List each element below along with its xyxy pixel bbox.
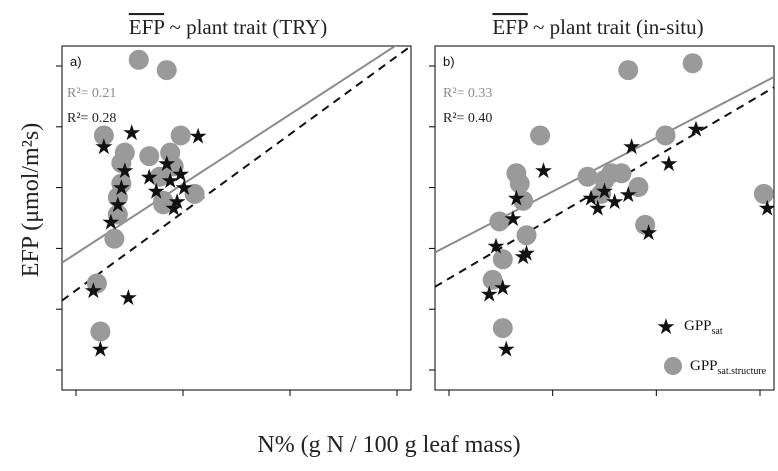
panel-a-regression-gpp — [62, 46, 411, 302]
panel-a-point-gpp: ★ — [101, 210, 121, 235]
panel-b-point-gpp: ★ — [517, 241, 537, 266]
panel-b-point-structure — [509, 173, 530, 194]
panel-a-point-gpp: ★ — [108, 193, 128, 218]
y-axis-title: EFP (μmol/m²s) — [18, 123, 44, 278]
panel-b-point-structure — [530, 125, 551, 146]
panel-a-point-gpp: ★ — [157, 152, 177, 177]
panel-b: EFP ~ plant trait (in-situ) ★★★★★★★★★★★★… — [429, 15, 777, 396]
panel-a-point-gpp: ★ — [122, 121, 142, 146]
panel-a-point-structure — [156, 60, 177, 81]
panel-a-label: a) — [70, 54, 82, 69]
panel-b-point-gpp: ★ — [503, 207, 523, 232]
panel-a-point-gpp: ★ — [91, 338, 111, 363]
panel-a-point-structure — [107, 204, 128, 225]
panel-a-title: EFP ~ plant trait (TRY) — [129, 15, 327, 39]
panel-b-point-gpp: ★ — [618, 183, 638, 208]
panel-a-point-structure — [86, 273, 107, 294]
panel-b-point-structure — [618, 60, 639, 81]
panel-b-point-gpp: ★ — [493, 276, 513, 301]
panel-b-point-structure — [482, 269, 503, 290]
panel-a-point-structure — [139, 146, 160, 167]
panel-b-point-structure — [753, 183, 774, 204]
panel-a-point-gpp: ★ — [94, 135, 114, 160]
panel-b-point-structure — [682, 53, 703, 74]
panel-b-title-overlined: EFP — [492, 15, 528, 39]
panel-b-label: b) — [443, 54, 455, 69]
panel-a-point-structure — [104, 228, 125, 249]
panel-a-point-structure — [128, 49, 149, 70]
panel-b-point-gpp: ★ — [588, 197, 608, 222]
panel-b-point-structure — [516, 225, 537, 246]
panel-a-point-structure — [114, 142, 135, 163]
panel-b-r2-structure: R²= 0.33 — [443, 86, 492, 101]
panel-b-point-structure — [492, 249, 513, 270]
panel-a-r2-gpp: R²= 0.28 — [67, 111, 116, 126]
panel-b-point-structure — [489, 211, 510, 232]
panel-b-point-gpp: ★ — [605, 190, 625, 215]
panel-b-r2-gpp: R²= 0.40 — [443, 111, 492, 126]
legend: ★ GPPsat GPPsat.structure — [656, 315, 767, 377]
panel-a-point-structure — [149, 166, 170, 187]
panel-a-frame — [61, 45, 412, 391]
panel-b-regression-structure — [435, 76, 774, 254]
legend-gpp-label: GPPsat — [684, 318, 723, 337]
panel-a-point-gpp: ★ — [188, 124, 208, 149]
panel-a-title-overlined: EFP — [129, 15, 165, 39]
panel-a-point-gpp: ★ — [111, 176, 131, 201]
panel-a-point-structure — [90, 321, 111, 342]
panel-a-plot-area: ★★★★★★★★★★★★★★★★★★ — [56, 46, 411, 396]
panel-a-point-structure — [163, 156, 184, 177]
panel-a-point-gpp: ★ — [171, 162, 191, 187]
panel-a-point-gpp: ★ — [174, 176, 194, 201]
panel-b-point-gpp: ★ — [506, 186, 526, 211]
panel-b-point-structure — [611, 163, 632, 184]
panel-b-point-gpp: ★ — [639, 221, 659, 246]
panel-b-point-structure — [635, 214, 656, 235]
panel-b-point-structure — [628, 177, 649, 198]
panel-b-point-structure — [513, 190, 534, 211]
panel-a-point-gpp: ★ — [160, 169, 180, 194]
panel-a-point-gpp: ★ — [139, 166, 159, 191]
panel-a-title-rest: ~ plant trait (TRY) — [164, 15, 327, 39]
panel-b-point-gpp: ★ — [686, 118, 706, 143]
panel-b-frame — [434, 45, 775, 391]
panel-b-title-rest: ~ plant trait (in-situ) — [528, 15, 704, 39]
panel-a-r2-structure: R²= 0.21 — [67, 86, 116, 101]
panel-b-point-gpp: ★ — [496, 338, 516, 363]
panel-a-point-gpp: ★ — [167, 190, 187, 215]
panel-b-point-gpp: ★ — [486, 235, 506, 260]
panel-a-point-structure — [111, 173, 132, 194]
legend-circle-marker — [664, 357, 682, 375]
panel-b-point-gpp: ★ — [659, 152, 679, 177]
panel-b-point-gpp: ★ — [757, 197, 777, 222]
panel-b-point-structure — [655, 125, 676, 146]
panel-b-title: EFP ~ plant trait (in-situ) — [492, 15, 703, 39]
panel-b-point-gpp: ★ — [595, 179, 615, 204]
panel-b-point-gpp: ★ — [581, 186, 601, 211]
panel-a-point-gpp: ★ — [118, 286, 138, 311]
legend-star-marker: ★ — [656, 315, 676, 340]
panel-b-point-gpp: ★ — [622, 135, 642, 160]
panel-a: EFP ~ plant trait (TRY) ★★★★★★★★★★★★★★★★… — [56, 15, 412, 396]
panel-b-plot-area: ★★★★★★★★★★★★★★★★★★★ — [429, 53, 777, 396]
panel-b-point-gpp: ★ — [534, 159, 554, 184]
panel-b-point-structure — [492, 318, 513, 339]
panel-b-point-gpp: ★ — [479, 283, 499, 308]
panel-a-point-structure — [184, 183, 205, 204]
panel-b-point-gpp: ★ — [513, 245, 533, 270]
panel-a-point-structure — [170, 125, 191, 146]
panel-b-point-structure — [577, 166, 598, 187]
x-axis-title: N% (g N / 100 g leaf mass) — [257, 432, 520, 458]
panel-a-point-gpp: ★ — [84, 279, 104, 304]
legend-structure-label: GPPsat.structure — [690, 358, 767, 377]
panel-a-point-structure — [93, 125, 114, 146]
panel-a-point-gpp: ★ — [146, 179, 166, 204]
panel-a-point-gpp: ★ — [164, 197, 184, 222]
panel-a-point-gpp: ★ — [115, 159, 135, 184]
panel-a-regression-structure — [62, 46, 397, 264]
svg-text:EFP (μmol/m²s): EFP (μmol/m²s) — [18, 123, 44, 278]
panel-a-point-structure — [153, 190, 174, 211]
